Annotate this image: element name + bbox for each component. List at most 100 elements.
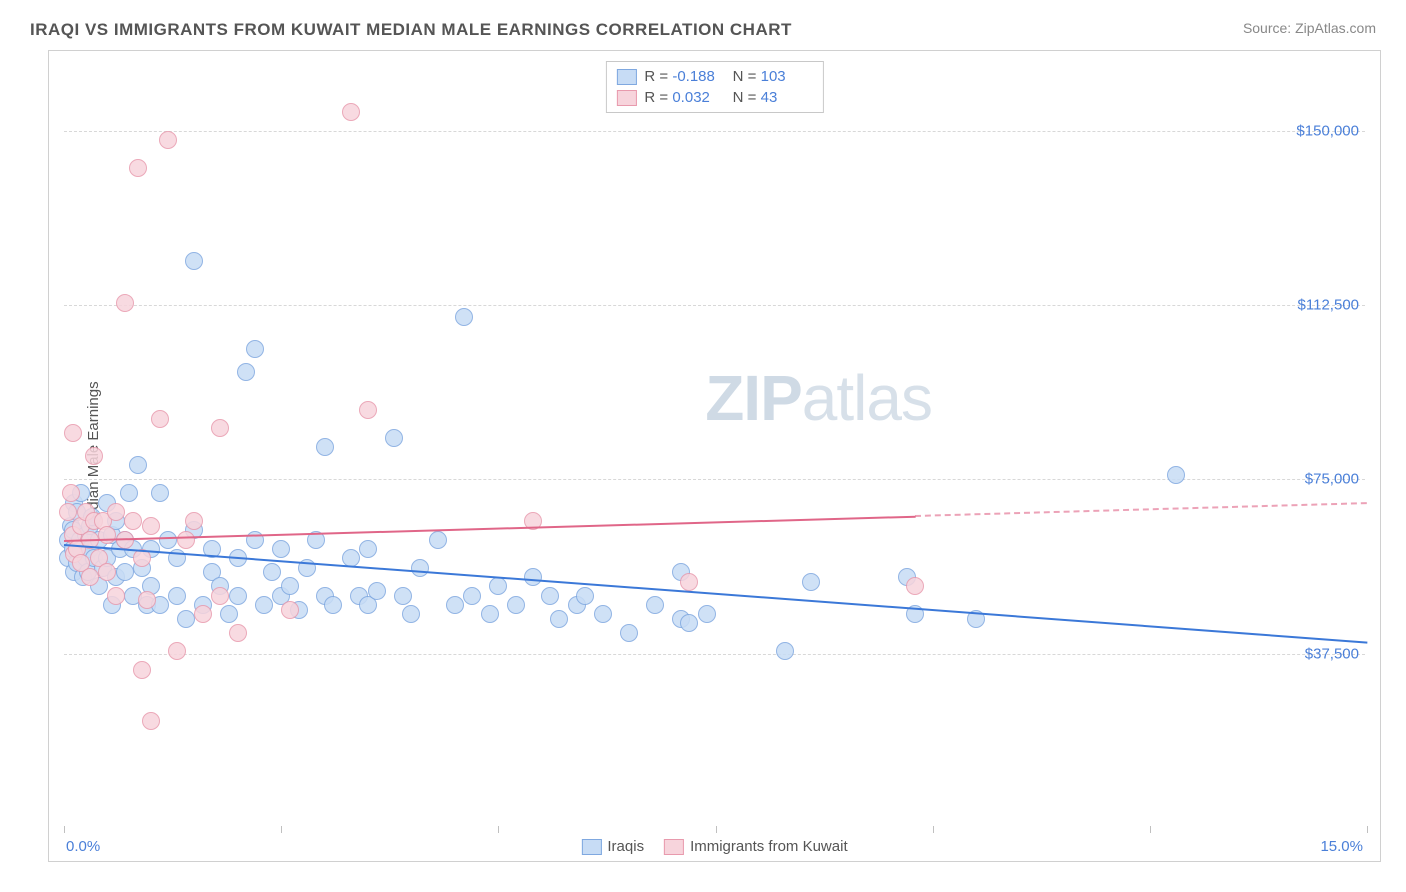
x-tick-label: 15.0% [1320,838,1363,855]
scatter-point [211,587,229,605]
scatter-point [368,582,386,600]
scatter-point [211,419,229,437]
scatter-point [411,559,429,577]
scatter-point [142,712,160,730]
scatter-point [64,424,82,442]
legend-swatch [616,69,636,85]
legend-swatch [664,839,684,855]
legend-item: Immigrants from Kuwait [664,838,848,855]
scatter-point [481,605,499,623]
scatter-point [138,591,156,609]
x-tick [716,826,717,833]
chart-title: IRAQI VS IMMIGRANTS FROM KUWAIT MEDIAN M… [30,20,792,40]
scatter-point [576,587,594,605]
x-tick [498,826,499,833]
scatter-point [463,587,481,605]
scatter-point [620,624,638,642]
scatter-point [429,531,447,549]
scatter-point [359,401,377,419]
x-tick [281,826,282,833]
legend-correlation: R = -0.188 N = 103 R = 0.032 N = 43 [605,61,823,113]
scatter-point [680,573,698,591]
gridline [64,131,1365,132]
scatter-point [151,410,169,428]
scatter-point [177,531,195,549]
scatter-point [394,587,412,605]
scatter-point [159,131,177,149]
scatter-point [81,568,99,586]
scatter-point [906,577,924,595]
scatter-point [129,456,147,474]
legend-label: Iraqis [607,838,644,855]
scatter-point [402,605,420,623]
x-tick [1150,826,1151,833]
scatter-point [455,308,473,326]
scatter-point [151,484,169,502]
x-tick-label: 0.0% [66,838,100,855]
scatter-point [802,573,820,591]
scatter-point [255,596,273,614]
scatter-point [550,610,568,628]
scatter-point [194,605,212,623]
scatter-point [124,512,142,530]
scatter-point [316,438,334,456]
scatter-point [324,596,342,614]
y-tick-label: $112,500 [1298,297,1359,314]
legend-row: R = 0.032 N = 43 [616,87,812,108]
scatter-point [541,587,559,605]
scatter-point [446,596,464,614]
scatter-point [1167,466,1185,484]
chart-source: Source: ZipAtlas.com [1243,20,1376,36]
scatter-point [168,587,186,605]
scatter-point [281,601,299,619]
legend-series: Iraqis Immigrants from Kuwait [581,838,847,855]
scatter-point [85,447,103,465]
plot-area: ZIPatlas $37,500$75,000$112,500$150,000R… [64,61,1365,826]
scatter-point [107,503,125,521]
scatter-point [698,605,716,623]
x-tick [933,826,934,833]
scatter-point [116,294,134,312]
scatter-point [142,517,160,535]
scatter-point [168,642,186,660]
y-tick-label: $37,500 [1305,645,1359,662]
x-tick [64,826,65,833]
x-tick [1367,826,1368,833]
scatter-point [646,596,664,614]
scatter-point [385,429,403,447]
gridline [64,654,1365,655]
scatter-point [62,484,80,502]
scatter-point [489,577,507,595]
y-tick-label: $75,000 [1305,471,1359,488]
scatter-point [98,526,116,544]
scatter-point [237,363,255,381]
scatter-point [680,614,698,632]
scatter-point [507,596,525,614]
watermark: ZIPatlas [705,361,932,435]
scatter-point [272,540,290,558]
legend-stat: R = 0.032 N = 43 [644,89,812,106]
legend-item: Iraqis [581,838,644,855]
legend-row: R = -0.188 N = 103 [616,66,812,87]
scatter-point [185,512,203,530]
scatter-point [98,563,116,581]
scatter-point [177,610,195,628]
scatter-point [129,159,147,177]
scatter-point [120,484,138,502]
trend-line-dashed [915,503,1367,518]
scatter-point [133,661,151,679]
scatter-point [359,540,377,558]
scatter-point [263,563,281,581]
gridline [64,305,1365,306]
trend-line [64,544,1367,644]
chart-header: IRAQI VS IMMIGRANTS FROM KUWAIT MEDIAN M… [0,0,1406,48]
scatter-point [185,252,203,270]
legend-stat: R = -0.188 N = 103 [644,68,812,85]
scatter-point [594,605,612,623]
scatter-point [159,531,177,549]
legend-swatch [616,90,636,106]
legend-swatch [581,839,601,855]
scatter-point [229,587,247,605]
scatter-point [246,340,264,358]
scatter-point [524,568,542,586]
